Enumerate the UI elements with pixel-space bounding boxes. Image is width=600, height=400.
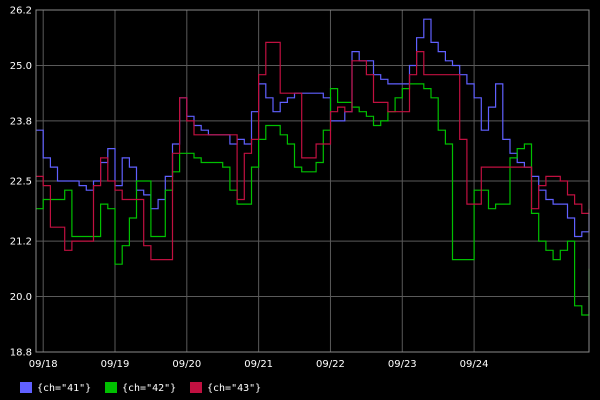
y-tick-label: 23.8 <box>10 116 32 127</box>
x-axis-ticks: 09/18 09/19 09/20 09/21 09/22 09/23 09/24 <box>29 359 489 370</box>
y-tick-label: 18.8 <box>10 348 32 359</box>
plot-frame <box>35 9 590 353</box>
y-tick-label: 26.2 <box>10 6 32 17</box>
x-tick-label: 09/18 <box>29 359 58 370</box>
y-tick-label: 21.2 <box>10 237 32 248</box>
x-tick-label: 09/20 <box>172 359 201 370</box>
legend-swatch <box>20 382 32 393</box>
series-lines <box>36 18 590 316</box>
x-tick-label: 09/23 <box>388 359 417 370</box>
legend-label: {ch="42"} <box>122 383 176 394</box>
legend-swatch <box>105 382 117 393</box>
y-tick-label: 25.0 <box>10 61 32 72</box>
legend-label: {ch="43"} <box>207 383 261 394</box>
x-tick-label: 09/19 <box>101 359 130 370</box>
series-line-1 <box>36 18 590 238</box>
y-tick-label: 20.0 <box>10 292 32 303</box>
x-tick-label: 09/22 <box>316 359 345 370</box>
legend: {ch="41"} {ch="42"} {ch="43"} <box>20 382 261 394</box>
legend-label: {ch="41"} <box>37 383 91 394</box>
y-tick-label: 22.5 <box>10 177 32 188</box>
series-line-3 <box>36 41 590 261</box>
legend-swatch <box>190 382 202 393</box>
x-tick-label: 09/24 <box>460 359 489 370</box>
x-tick-label: 09/21 <box>244 359 273 370</box>
grid-lines <box>36 9 589 353</box>
y-axis-ticks: 18.8 20.0 21.2 22.5 23.8 25.0 26.2 <box>10 6 32 359</box>
